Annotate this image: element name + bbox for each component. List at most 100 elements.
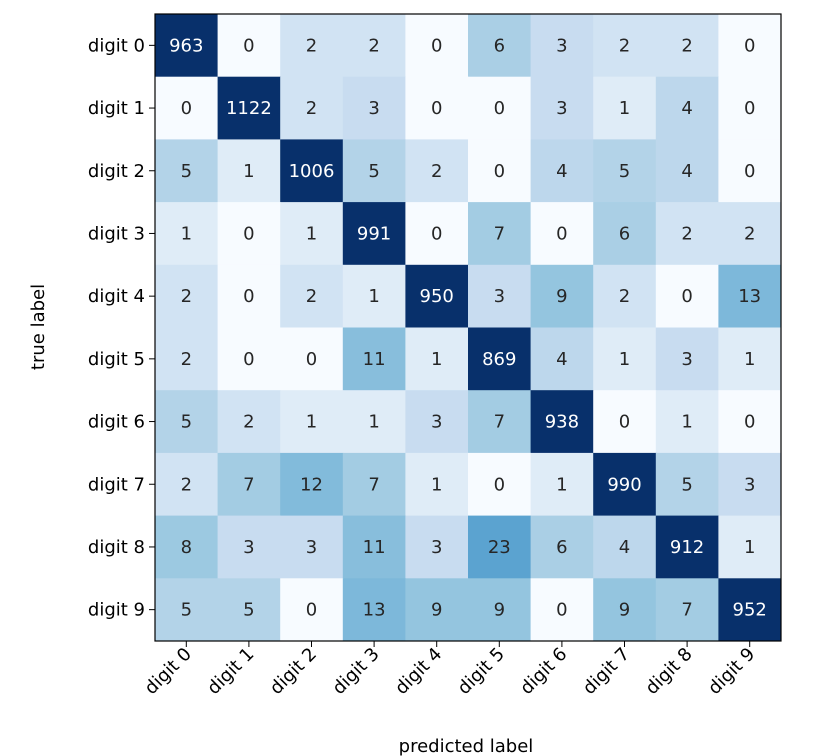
cell-value-label: 963 [169, 35, 203, 56]
y-tick-label: digit 0 [88, 35, 145, 56]
heatmap-cell [405, 202, 469, 266]
y-tick-label: digit 2 [88, 161, 145, 182]
heatmap-cell [593, 578, 657, 642]
cell-value-label: 950 [420, 286, 454, 307]
heatmap-cell [530, 139, 594, 203]
x-tick-label: digit 6 [516, 644, 571, 699]
cell-value-label: 0 [431, 98, 442, 119]
cell-value-label: 4 [556, 161, 567, 182]
cell-value-labels: 963 0 2 2 0 6 3 2 2 00 1122 2 3 0 0 3 1 4 05 1 1006 5 2 0 4 5 4 01 0… [169, 35, 767, 620]
cell-value-label: 2 [243, 412, 254, 433]
heatmap-cell [280, 139, 344, 203]
heatmap-cell [530, 578, 594, 642]
heatmap-cell [217, 76, 281, 140]
y-tick-label: digit 4 [88, 286, 145, 307]
cell-value-label: 0 [306, 349, 317, 370]
x-tick-label: digit 2 [266, 644, 321, 699]
cell-value-label: 5 [181, 161, 192, 182]
y-tick-label: digit 8 [88, 537, 145, 558]
cell-value-label: 0 [243, 35, 254, 56]
heatmap-cell [217, 515, 281, 579]
cell-value-label: 7 [494, 223, 505, 244]
heatmap-cell [405, 14, 469, 78]
cell-value-label: 938 [545, 412, 579, 433]
heatmap-cell [155, 14, 219, 78]
cell-value-label: 2 [181, 474, 192, 495]
cell-value-label: 1 [181, 223, 192, 244]
cell-value-label: 991 [357, 223, 391, 244]
cell-value-label: 0 [619, 412, 630, 433]
cell-value-label: 3 [556, 98, 567, 119]
cell-value-label: 1 [306, 223, 317, 244]
heatmap-cell [405, 327, 469, 391]
heatmap-cell [280, 327, 344, 391]
heatmap-cell [468, 327, 532, 391]
cell-value-label: 2 [306, 286, 317, 307]
heatmap-cell [655, 139, 719, 203]
cell-value-label: 3 [431, 537, 442, 558]
cell-value-label: 3 [744, 474, 755, 495]
cell-value-label: 6 [494, 35, 505, 56]
x-axis-label: predicted label [399, 736, 534, 756]
heatmap-cell [468, 264, 532, 328]
heatmap-cell [593, 14, 657, 78]
cell-value-label: 4 [681, 161, 692, 182]
heatmap-cell [155, 202, 219, 266]
heatmap-cell [405, 139, 469, 203]
cell-value-label: 0 [306, 600, 317, 621]
heatmap-cell [718, 578, 782, 642]
heatmap-cell [468, 578, 532, 642]
x-tick-label: digit 0 [141, 644, 196, 699]
heatmap-cell [468, 14, 532, 78]
heatmap-cell [155, 452, 219, 517]
cell-value-label: 6 [556, 537, 567, 558]
cell-value-label: 1 [619, 98, 630, 119]
y-tick-label: digit 9 [88, 600, 145, 621]
heatmap-cell [342, 14, 406, 78]
heatmap-cell [655, 578, 719, 642]
cell-value-label: 1 [306, 412, 317, 433]
heatmap-cell [342, 452, 406, 517]
heatmap-cell [405, 452, 469, 517]
heatmap-cell [655, 452, 719, 517]
heatmap-cell [718, 327, 782, 391]
heatmap-cell [530, 515, 594, 579]
heatmap-cell [593, 264, 657, 328]
cell-value-label: 13 [738, 286, 761, 307]
heatmap-cell [342, 202, 406, 266]
heatmap-cell [593, 390, 657, 454]
cell-value-label: 2 [431, 161, 442, 182]
cell-value-label: 2 [619, 286, 630, 307]
cell-value-label: 6 [619, 223, 630, 244]
cell-value-label: 0 [744, 161, 755, 182]
heatmap-cell [468, 452, 532, 517]
heatmap-cell [155, 327, 219, 391]
heatmap-cell [655, 76, 719, 140]
heatmap-cell [217, 390, 281, 454]
heatmap-cell [468, 515, 532, 579]
heatmap-cell [655, 390, 719, 454]
cell-value-label: 9 [556, 286, 567, 307]
heatmap-cell [718, 76, 782, 140]
heatmap-cell [655, 202, 719, 266]
y-tick-label: digit 1 [88, 98, 145, 119]
cell-value-label: 5 [681, 474, 692, 495]
heatmap-cell [718, 452, 782, 517]
heatmap-cell [155, 76, 219, 140]
heatmap-cell [530, 390, 594, 454]
heatmap-cell [280, 14, 344, 78]
heatmap-cell [530, 327, 594, 391]
cell-value-label: 7 [243, 474, 254, 495]
x-tick-label: digit 4 [391, 644, 446, 699]
heatmap-cell [468, 139, 532, 203]
cell-value-label: 1 [368, 412, 379, 433]
cell-value-label: 0 [744, 35, 755, 56]
cell-value-label: 0 [556, 600, 567, 621]
cell-value-label: 3 [494, 286, 505, 307]
heatmap-cell [217, 202, 281, 266]
cell-value-label: 3 [431, 412, 442, 433]
cell-value-label: 7 [681, 600, 692, 621]
x-tick-label: digit 1 [203, 644, 258, 699]
cell-value-label: 0 [494, 98, 505, 119]
